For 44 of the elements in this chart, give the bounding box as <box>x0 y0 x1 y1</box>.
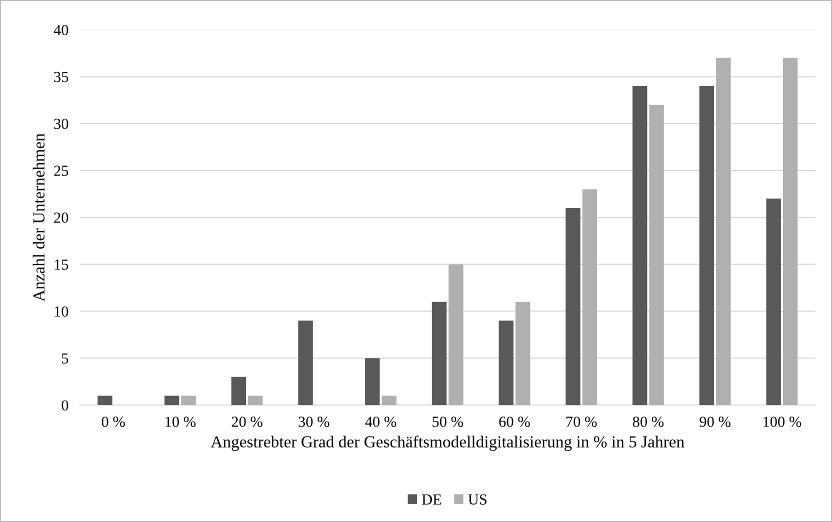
bar <box>716 58 731 406</box>
y-tick-label: 25 <box>54 166 68 176</box>
x-tick-label: 10 % <box>166 416 196 427</box>
x-axis-title: Angestrebter Grad der Geschäftsmodelldigitalisierung in % in 5 Jahren <box>210 436 684 451</box>
bar <box>582 189 598 406</box>
bar <box>448 264 464 406</box>
y-tick-label: 0 <box>62 400 68 411</box>
y-tick-label: 35 <box>54 72 68 82</box>
y-tick-label: 5 <box>62 353 68 364</box>
x-tick-label: 20 % <box>232 416 262 427</box>
x-tick-label: 90 % <box>700 416 730 427</box>
bar <box>632 86 648 406</box>
legend-label: US <box>468 494 486 505</box>
bar <box>782 58 798 406</box>
bar <box>498 320 514 406</box>
bar <box>699 86 714 406</box>
bar <box>649 104 664 406</box>
bar <box>248 396 263 406</box>
bar <box>298 320 313 406</box>
y-axis-title: Anzahl der Unternehmen <box>32 133 45 302</box>
y-tick-label: 10 <box>54 306 68 317</box>
x-tick-label: 50 % <box>432 416 464 427</box>
y-tick-label: 30 <box>54 118 68 130</box>
bar <box>98 396 112 406</box>
bar <box>515 302 530 406</box>
bar <box>365 358 380 406</box>
x-tick-label: 70 % <box>566 416 597 427</box>
x-tick-label: 100 % <box>764 416 802 427</box>
bar <box>766 198 781 406</box>
x-tick-label: 30 % <box>298 416 330 427</box>
x-tick-label: 40 % <box>365 416 396 427</box>
x-tick-label: 0 % <box>102 416 125 427</box>
x-tick-label: 80 % <box>632 416 664 427</box>
bar <box>181 396 196 406</box>
y-tick-label: 40 <box>54 24 68 36</box>
bar <box>566 208 580 406</box>
x-tick-label: 60 % <box>499 416 530 427</box>
bar <box>231 376 246 406</box>
y-tick-label: 15 <box>54 260 68 270</box>
legend-label: DE <box>422 494 442 505</box>
bar <box>382 396 396 406</box>
bar <box>164 396 180 406</box>
bar <box>432 302 447 406</box>
y-tick-label: 20 <box>54 212 68 223</box>
